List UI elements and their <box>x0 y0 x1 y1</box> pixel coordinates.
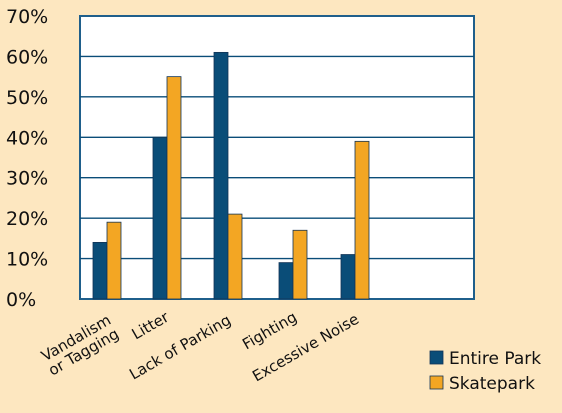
y-tick-label: 0% <box>6 289 36 311</box>
bar-skatepark <box>354 140 370 300</box>
y-tick-label: 70% <box>6 6 48 28</box>
bar-entire-park <box>213 51 229 300</box>
y-tick-label: 40% <box>6 127 48 149</box>
y-tick-label: 60% <box>6 46 48 68</box>
gridlines <box>80 55 474 260</box>
legend-swatch <box>429 375 444 390</box>
bars <box>92 51 370 300</box>
x-tick-label: Litter <box>129 307 173 343</box>
bar-skatepark <box>106 221 122 300</box>
y-tick-label: 30% <box>6 168 48 190</box>
y-tick-labels: 0% 10% 20% 30% 40% 50% 60% 70% <box>6 6 48 311</box>
x-tick-label: Vandalismor Tagging <box>37 311 122 380</box>
bar-entire-park <box>152 136 168 300</box>
bar-entire-park <box>278 262 294 300</box>
legend-label: Entire Park <box>449 349 541 369</box>
bar-entire-park <box>92 241 108 300</box>
y-tick-label: 10% <box>6 249 48 271</box>
y-tick-label: 50% <box>6 87 48 109</box>
legend: Entire Park Skatepark <box>429 349 541 394</box>
bar-entire-park <box>340 254 356 300</box>
bar-skatepark <box>166 76 182 300</box>
y-tick-label: 20% <box>6 208 48 230</box>
legend-label: Skatepark <box>449 374 535 394</box>
plot-area <box>79 15 475 300</box>
bar-skatepark <box>227 213 243 300</box>
bar-skatepark <box>292 229 308 300</box>
legend-swatch <box>429 350 444 365</box>
